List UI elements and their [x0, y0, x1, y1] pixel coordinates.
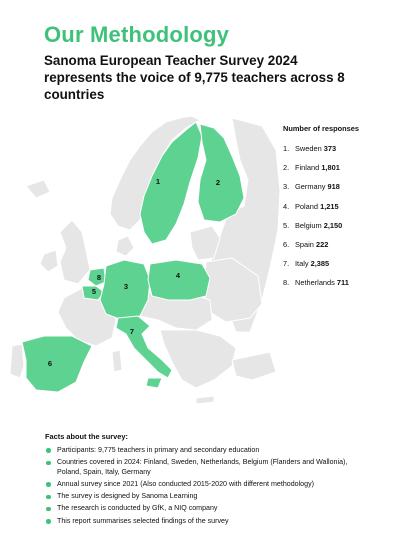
map-iceland [25, 179, 51, 199]
map-portugal [9, 343, 25, 379]
bullet-icon [46, 448, 51, 453]
map-label-poland: 4 [176, 271, 181, 280]
page-subtitle: Sanoma European Teacher Survey 2024 repr… [44, 53, 345, 102]
map-turkey [231, 351, 277, 381]
map-uk [59, 219, 91, 285]
map-crete [195, 395, 215, 405]
list-item: 6. Spain 222 [283, 239, 329, 249]
list-item: 5. Belgium 2,150 [283, 220, 343, 230]
map-spain [21, 335, 93, 393]
bullet-icon [46, 494, 51, 500]
list-item: 1. Sweden 373 [283, 144, 337, 153]
facts-list: Participants: 9,775 teachers in primary … [45, 446, 365, 529]
responses-heading: Number of responses [283, 124, 359, 133]
list-item: 3. Germany 918 [283, 182, 340, 192]
list-item: Participants: 9,775 teachers in primary … [45, 446, 365, 456]
map-label-italy: 7 [130, 327, 134, 336]
map-label-spain: 6 [48, 359, 52, 368]
map-netherlands [87, 267, 107, 287]
map-balkans [159, 329, 237, 389]
bullet-icon [46, 506, 51, 512]
list-item: 2. Finland 1,801 [283, 163, 340, 173]
map-ireland [39, 249, 59, 273]
bullet-icon [46, 460, 51, 466]
page-title: Our Methodology [44, 22, 230, 47]
map-sicily [145, 377, 163, 389]
list-item: Annual survey since 2021 (Also conducted… [45, 480, 365, 490]
list-item: This report summarises selected findings… [45, 517, 365, 527]
map-label-netherlands: 8 [97, 273, 101, 282]
list-item: 8. Netherlands 711 [283, 278, 349, 288]
list-item: 7. Italy 2,385 [283, 259, 330, 269]
map-finland [197, 123, 245, 223]
list-item: The survey is designed by Sanoma Learnin… [45, 492, 365, 502]
map-baltics [189, 225, 221, 261]
map-label-finland: 2 [216, 178, 220, 187]
list-item: 4. Poland 1,215 [283, 201, 339, 211]
map-denmark [115, 235, 135, 257]
map-label-belgium: 5 [92, 287, 96, 296]
map-sardinia [111, 349, 123, 373]
facts-heading: Facts about the survey: [45, 432, 128, 441]
map-poland [147, 259, 211, 301]
map-italy [115, 315, 173, 379]
responses-list: 1. Sweden 373 2. Finland 1,801 3. Germany 9… [283, 144, 349, 298]
map-germany [99, 259, 151, 321]
map-label-germany: 3 [124, 282, 128, 291]
map-sweden [139, 121, 203, 245]
list-item: Countries covered in 2024: Finland, Swed… [45, 458, 365, 477]
map-label-sweden: 1 [156, 177, 160, 186]
bullet-icon [46, 482, 51, 487]
bullet-icon [46, 518, 51, 524]
list-item: The research is conducted by GfK, a NIQ … [45, 504, 365, 514]
